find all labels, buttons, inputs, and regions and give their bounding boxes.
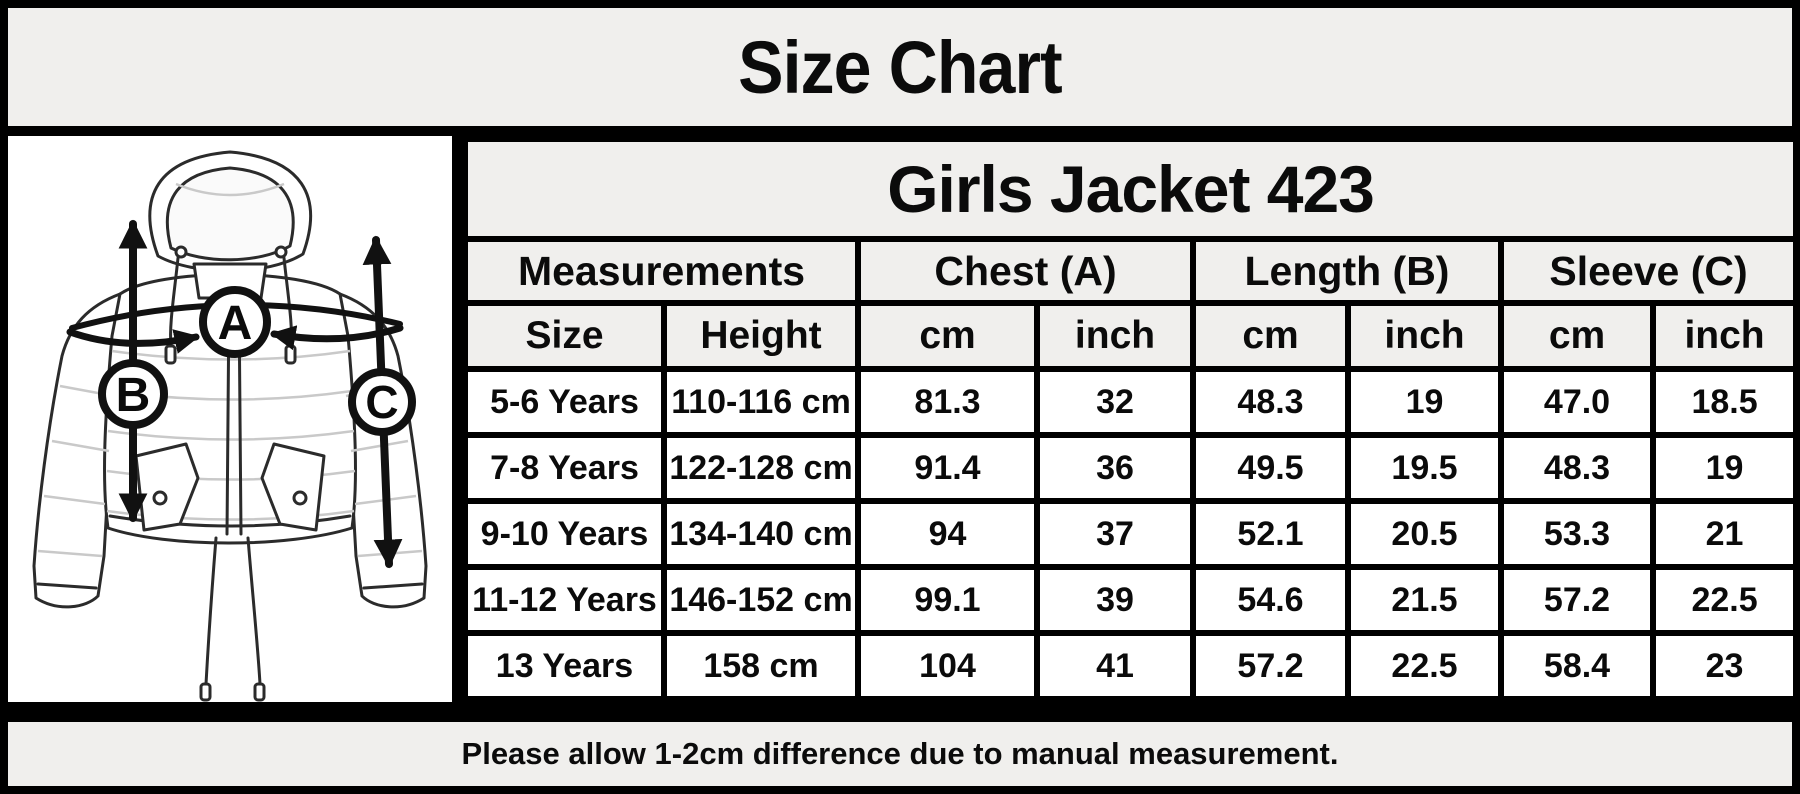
cell-size: 11-12 Years <box>462 564 667 636</box>
table-row: 11-12 Years 146-152 cm 99.1 39 54.6 21.5… <box>462 564 1800 636</box>
cell-chest-inch: 32 <box>1034 366 1196 438</box>
col-group-measurements: Measurements <box>462 236 861 306</box>
jacket-hem-drawstrings <box>199 536 266 702</box>
cell-chest-cm: 99.1 <box>855 564 1040 636</box>
cell-length-inch: 22.5 <box>1345 630 1504 702</box>
cell-size: 13 Years <box>462 630 667 702</box>
svg-text:C: C <box>365 376 398 428</box>
col-header-length-inch: inch <box>1345 300 1504 372</box>
col-group-sleeve: Sleeve (C) <box>1497 236 1800 306</box>
cell-sleeve-cm: 48.3 <box>1498 432 1656 504</box>
cell-sleeve-inch: 23 <box>1649 630 1800 702</box>
cell-chest-inch: 37 <box>1034 498 1196 570</box>
col-header-chest-inch: inch <box>1034 300 1196 372</box>
jacket-hood-opening <box>165 166 295 262</box>
table-row: 9-10 Years 134-140 cm 94 37 52.1 20.5 53… <box>462 498 1800 570</box>
jacket-illustration: A B C <box>32 150 428 702</box>
title-bar: Size Chart <box>8 8 1792 126</box>
col-header-size: Size <box>462 300 667 372</box>
cell-height: 134-140 cm <box>661 498 861 570</box>
cell-sleeve-inch: 19 <box>1649 432 1800 504</box>
cell-length-cm: 49.5 <box>1190 432 1351 504</box>
cell-height: 110-116 cm <box>661 366 861 438</box>
jacket-right-pocket <box>260 442 326 532</box>
cell-chest-cm: 94 <box>855 498 1040 570</box>
cell-chest-cm: 104 <box>855 630 1040 702</box>
cell-length-cm: 52.1 <box>1190 498 1351 570</box>
col-group-chest: Chest (A) <box>855 236 1196 306</box>
cell-chest-inch: 41 <box>1034 630 1196 702</box>
note-bar: Please allow 1-2cm difference due to man… <box>8 712 1792 786</box>
main-area: A B C <box>8 126 1800 712</box>
cell-sleeve-cm: 53.3 <box>1498 498 1656 570</box>
jacket-diagram-panel: A B C <box>8 136 452 702</box>
jacket-left-pocket <box>134 442 200 532</box>
jacket-right-cuff <box>362 582 424 590</box>
col-header-height: Height <box>661 300 861 372</box>
cell-sleeve-inch: 21 <box>1649 498 1800 570</box>
cell-length-cm: 48.3 <box>1190 366 1351 438</box>
page-title: Size Chart <box>738 25 1063 109</box>
cell-length-inch: 20.5 <box>1345 498 1504 570</box>
svg-text:B: B <box>116 369 151 422</box>
cell-sleeve-cm: 57.2 <box>1498 564 1656 636</box>
table-row: 13 Years 158 cm 104 41 57.2 22.5 58.4 23 <box>462 630 1800 702</box>
cell-chest-cm: 91.4 <box>855 432 1040 504</box>
cell-length-cm: 57.2 <box>1190 630 1351 702</box>
cell-length-inch: 19 <box>1345 366 1504 438</box>
cell-chest-inch: 36 <box>1034 432 1196 504</box>
jacket-left-cuff <box>36 582 98 590</box>
svg-text:A: A <box>218 297 253 350</box>
size-table: Girls Jacket 423 Measurements Chest (A) … <box>461 136 1800 702</box>
cell-chest-inch: 39 <box>1034 564 1196 636</box>
col-header-sleeve-inch: inch <box>1649 300 1800 372</box>
col-group-length: Length (B) <box>1190 236 1504 306</box>
cell-length-inch: 21.5 <box>1345 564 1504 636</box>
cell-size: 9-10 Years <box>462 498 667 570</box>
measure-label-b: B <box>98 359 168 429</box>
table-row: 5-6 Years 110-116 cm 81.3 32 48.3 19 47.… <box>462 366 1800 438</box>
col-header-chest-cm: cm <box>855 300 1040 372</box>
cell-size: 7-8 Years <box>462 432 667 504</box>
cell-sleeve-cm: 47.0 <box>1498 366 1656 438</box>
size-table-panel: Girls Jacket 423 Measurements Chest (A) … <box>452 136 1800 702</box>
measure-label-a: A <box>199 286 271 358</box>
cell-height: 158 cm <box>661 630 861 702</box>
cell-sleeve-inch: 18.5 <box>1649 366 1800 438</box>
col-header-length-cm: cm <box>1190 300 1351 372</box>
cell-size: 5-6 Years <box>462 366 667 438</box>
col-header-sleeve-cm: cm <box>1498 300 1656 372</box>
product-title: Girls Jacket 423 <box>461 136 1800 242</box>
table-row: 7-8 Years 122-128 cm 91.4 36 49.5 19.5 4… <box>462 432 1800 504</box>
cell-length-cm: 54.6 <box>1190 564 1351 636</box>
cell-sleeve-inch: 22.5 <box>1649 564 1800 636</box>
product-title-row: Girls Jacket 423 <box>461 136 1800 242</box>
cell-length-inch: 19.5 <box>1345 432 1504 504</box>
cell-height: 146-152 cm <box>661 564 861 636</box>
group-header-row: Measurements Chest (A) Length (B) Sleeve… <box>462 236 1800 306</box>
cell-sleeve-cm: 58.4 <box>1498 630 1656 702</box>
measure-label-c: C <box>348 368 416 436</box>
cell-chest-cm: 81.3 <box>855 366 1040 438</box>
measurement-note: Please allow 1-2cm difference due to man… <box>461 736 1339 771</box>
sub-header-row: Size Height cm inch cm inch cm inch <box>462 300 1800 372</box>
cell-height: 122-128 cm <box>661 432 861 504</box>
